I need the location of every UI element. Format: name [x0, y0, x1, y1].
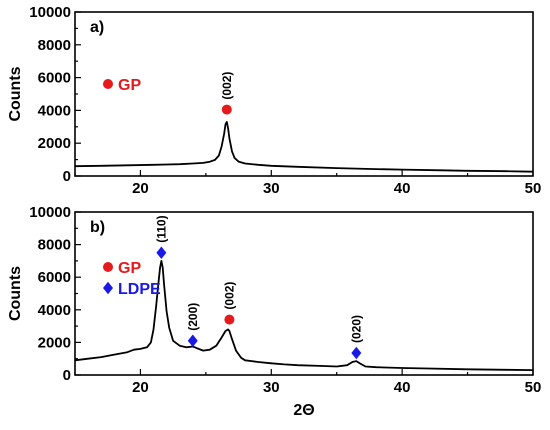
y-axis-label: Counts: [7, 66, 24, 121]
gp-peak-marker: [221, 104, 232, 115]
ldpe-peak-marker: [351, 346, 362, 360]
x-tick-label: 20: [132, 180, 149, 197]
y-tick-label: 8000: [38, 237, 71, 254]
peak-label: (002): [220, 72, 234, 100]
diffraction-curve: [74, 121, 534, 173]
y-tick-label: 0: [63, 168, 71, 185]
peak-label: (200): [186, 303, 200, 331]
legend-marker: [103, 281, 113, 295]
diffraction-curve: [74, 260, 534, 371]
y-tick-label: 8000: [38, 37, 71, 54]
ldpe-peak-marker: [187, 334, 198, 348]
gp-peak-marker: [224, 314, 235, 325]
y-tick-label: 6000: [38, 269, 71, 286]
y-tick-label: 4000: [38, 302, 71, 319]
plot-frame: [74, 11, 534, 177]
peak-label: (110): [154, 215, 168, 242]
x-tick-label: 30: [263, 379, 280, 396]
y-tick-label: 0: [63, 367, 71, 384]
x-tick-label: 50: [525, 180, 542, 197]
x-tick-label: 30: [263, 180, 280, 197]
y-axis-label: Counts: [7, 266, 24, 321]
panel-label: b): [90, 219, 105, 236]
y-tick-label: 10000: [29, 204, 71, 221]
x-tick-label: 40: [394, 379, 411, 396]
panel-b: 20 30 40 50 0 2000 4000 6000 8000 10000 Counts 2Θ b)…: [7, 204, 541, 419]
legend-label: GP: [118, 77, 141, 94]
peak-label: (002): [222, 282, 236, 310]
y-tick-label: 2000: [38, 334, 71, 351]
panel-label: a): [90, 19, 104, 36]
x-tick-label: 40: [394, 180, 411, 197]
legend-marker: [103, 79, 113, 89]
legend-label: LDPE: [118, 281, 161, 298]
panel-a: 20 30 40 50 0 2000 4000 6000 8000 10000 Counts a) (0…: [7, 4, 541, 197]
legend-label: GP: [118, 260, 141, 277]
legend-marker: [103, 262, 113, 272]
y-tick-label: 2000: [38, 135, 71, 152]
y-tick-label: 6000: [38, 70, 71, 87]
peak-label: (020): [349, 315, 363, 343]
y-tick-label: 4000: [38, 102, 71, 119]
ldpe-peak-marker: [156, 246, 167, 259]
x-axis-label: 2Θ: [293, 402, 314, 419]
x-tick-label: 20: [132, 379, 149, 396]
y-tick-label: 10000: [29, 4, 71, 21]
x-tick-label: 50: [525, 379, 542, 396]
